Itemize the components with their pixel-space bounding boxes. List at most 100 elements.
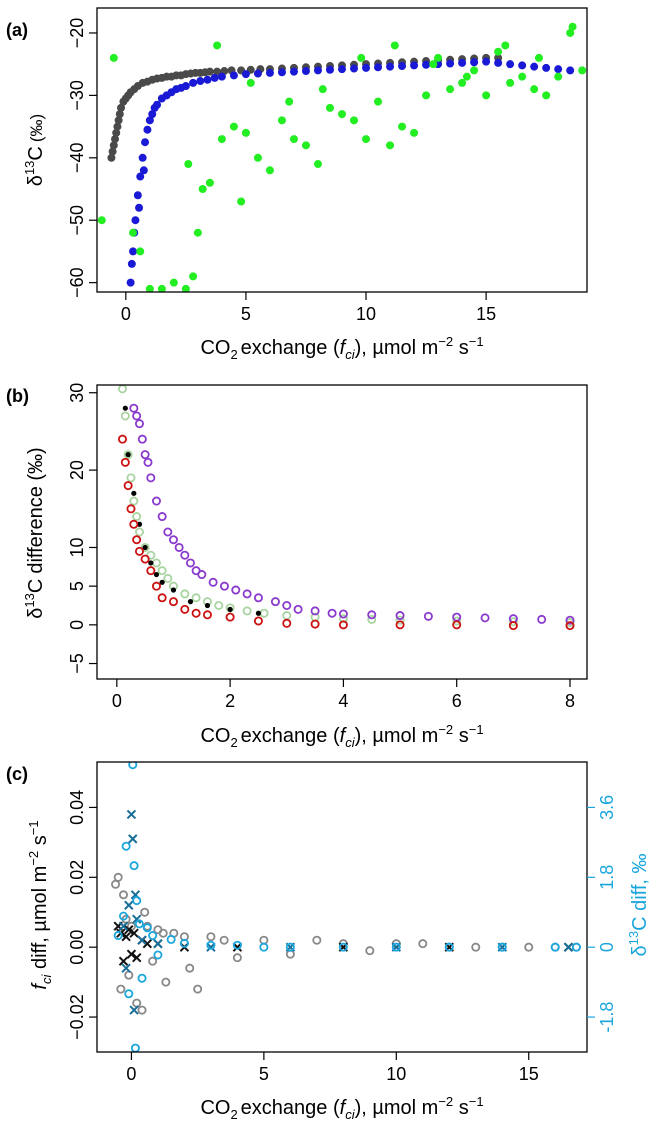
panel-b-series-3-point <box>565 621 575 631</box>
panel-b-series-1-point <box>170 587 177 593</box>
panel-a-series-2-point <box>241 128 250 137</box>
panel-b-series-0-point <box>214 601 224 611</box>
panel-c-right-y-tick-label: -1.8 <box>597 1002 617 1033</box>
panel-c-series-0-point <box>148 956 158 966</box>
panel-b-series-3-point <box>282 618 292 628</box>
panel-a-series-0-point <box>114 116 123 125</box>
panel-b-series-2-point <box>180 550 190 560</box>
panel-a-x-ticks: 0 5 10 15 <box>121 292 496 324</box>
panel-b-series-1-point <box>125 452 131 458</box>
panel-b-y-tick-label: 0 <box>67 620 87 630</box>
panel-a-series-2-point <box>386 141 395 150</box>
panel-a-series-1-point <box>229 71 238 80</box>
panel-a-series-2-point <box>184 160 193 169</box>
panel-c-series-3-point <box>142 923 152 933</box>
panel-a-series-2-point <box>542 91 551 100</box>
panel-b-series-1-point <box>131 490 137 496</box>
panel-c-series-3-point <box>497 942 507 952</box>
panel-b-series-3-point <box>225 612 235 622</box>
panel-b-series-2-point <box>253 593 263 603</box>
panel-a-x-axis-title: CO2 exchange (fci), µmol m−2 s−1 <box>200 334 483 362</box>
panel-a-series-1-point <box>131 216 140 225</box>
panel-c-y-tick-label: −0.02 <box>67 994 87 1040</box>
panel-c-right-y-tick-label: 0 <box>597 942 617 952</box>
panel-a-series-1-point <box>542 63 551 72</box>
panel-b-series-0-point <box>367 614 377 624</box>
panel-a-series-1-point <box>277 68 286 77</box>
panel-a-series-2-point <box>494 47 503 56</box>
panel-a-series-1-point <box>374 63 383 72</box>
panel-a-series-1-point <box>210 73 219 82</box>
panel-c-series-3-point <box>391 942 401 952</box>
panel-c-series-3-point <box>130 1043 140 1052</box>
panel-c-series-0-point <box>158 928 168 938</box>
panel-c-series-0-point <box>140 907 150 917</box>
panel-a-series-2-point <box>136 247 145 256</box>
panel-a-series-2-point <box>434 53 443 62</box>
panel-b-series-2-point <box>395 611 405 621</box>
panel-a-series-1-point <box>141 138 150 147</box>
panel-b-series-3-point <box>151 581 161 591</box>
panel-a-series-1-point <box>350 64 359 73</box>
panel-c-series-0-point <box>185 963 195 973</box>
panel-c-series-2-point <box>153 938 163 949</box>
panel-b-series-2-point <box>146 473 156 483</box>
panel-b-series-0-point <box>282 611 292 621</box>
panel-c-series-0-point <box>124 970 134 980</box>
panel-c-series-1-point <box>129 928 139 938</box>
panel-a-series-1-point <box>265 68 274 77</box>
panel-a-series-2-point <box>193 228 202 237</box>
panel-c-series-1-point <box>121 931 131 942</box>
panel-b-series-2-point <box>134 419 144 429</box>
panel-a-series-2-point <box>578 66 587 75</box>
panel-c-right-y-ticks: -1.8 0 1.8 3.6 <box>587 795 617 1033</box>
panel-a-series-0-point <box>108 147 117 156</box>
panel-b-series-2-point <box>197 570 207 580</box>
panel-c-series-3-point <box>128 762 138 770</box>
panel-c-x-ticks: 0 5 10 15 <box>126 1052 539 1084</box>
panel-b-series-2-point <box>423 611 433 621</box>
panel-b-y-tick-label: 20 <box>67 460 87 480</box>
panel-c-series-2-point <box>129 1005 139 1015</box>
panel-b-series-0-point <box>126 473 136 483</box>
panel-c-series-1-point <box>124 925 134 935</box>
panel-a-series-1-point <box>458 58 467 67</box>
panel-c-series-3-point <box>118 911 128 921</box>
panel-a-series-0-point <box>113 122 122 131</box>
panel-a-series-1-point <box>241 70 250 79</box>
panel-a-series-1-point <box>135 203 144 212</box>
panel-c-series-0-point <box>137 1005 147 1015</box>
panel-a-series-2-point <box>229 122 238 131</box>
panel-b-series-2-point <box>137 434 147 444</box>
panel-b-series-1-point <box>255 610 262 616</box>
panel-b-series-0-point <box>395 615 405 625</box>
panel-a-series-1-point <box>143 125 152 134</box>
panel-a-series-2-point <box>390 41 399 50</box>
panel-c-frame <box>96 761 588 1053</box>
panel-b-series-1-point <box>142 544 148 551</box>
panel-a-series-2-point <box>429 60 438 69</box>
panel-b-series-3-point <box>157 593 167 603</box>
panel-a-y-tick-label: −60 <box>67 267 87 298</box>
panel-a-series-2-point <box>518 72 527 81</box>
panel-b-y-tick-label: −5 <box>67 653 87 674</box>
panel-c-series-3-point <box>134 919 144 929</box>
panel-a-series-1-point <box>139 166 148 175</box>
panel-a-series-1-point <box>386 62 395 71</box>
panel-b-series-2-point <box>132 411 142 421</box>
panel-b-series-3-point <box>117 434 127 444</box>
panel-a-series-2-point <box>338 110 346 119</box>
panel-c-series-0-point <box>193 984 203 994</box>
panel-a-x-tick-label: 0 <box>121 304 131 324</box>
panel-b-series-3-point <box>120 457 130 467</box>
panel-a-series-2-point <box>246 78 255 87</box>
panel-c-series-3-point <box>232 940 242 950</box>
panel-c-series-3-point <box>113 931 123 941</box>
panel-c-y-ticks: −0.02 0.00 0.02 0.04 <box>67 790 97 1040</box>
panel-a-series-1-point <box>203 75 212 84</box>
panel-a-series-1-point <box>530 62 539 71</box>
panel-a-y-axis-title: δ13C(‰) <box>22 114 47 186</box>
panel-a-series-0-point <box>205 67 214 76</box>
